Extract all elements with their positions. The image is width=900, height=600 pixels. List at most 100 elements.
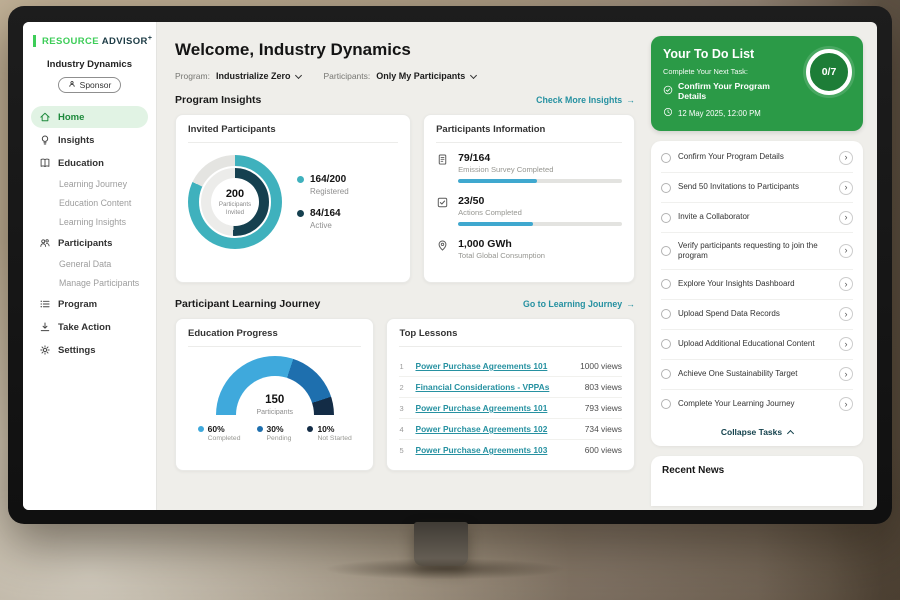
program-insights-title: Program Insights	[175, 94, 262, 106]
collapse-tasks-button[interactable]: Collapse Tasks	[661, 419, 853, 444]
monitor-stand-shadow	[320, 558, 570, 580]
task-item-upload-spend-data-records[interactable]: Upload Spend Data Records ›	[661, 300, 853, 330]
sidebar-item-learning-insights[interactable]: Learning Insights	[31, 213, 148, 231]
task-item-upload-additional-educational-content[interactable]: Upload Additional Educational Content ›	[661, 330, 853, 360]
go-to-learning-journey-link[interactable]: Go to Learning Journey →	[522, 299, 635, 309]
task-checkbox[interactable]	[661, 245, 671, 256]
task-item-send-50-invitations-to-participants[interactable]: Send 50 Invitations to Participants ›	[661, 173, 853, 203]
sidebar-item-insights[interactable]: Insights	[31, 129, 148, 151]
learning-journey-title: Participant Learning Journey	[175, 298, 321, 310]
sidebar-nav: Home Insights Education Learning Journey Edu…	[23, 106, 156, 361]
task-label: Confirm Your Program Details	[678, 152, 784, 162]
lesson-link[interactable]: Power Purchase Agreements 101	[415, 361, 548, 371]
sidebar-item-label: Education	[58, 157, 104, 169]
chevron-right-icon[interactable]: ›	[839, 277, 853, 292]
lesson-row: 1 Power Purchase Agreements 101 1000 views	[399, 356, 622, 377]
sidebar-item-label: Learning Journey	[59, 179, 127, 190]
info-value: 79/164	[458, 152, 491, 164]
sidebar-item-learning-journey[interactable]: Learning Journey	[31, 175, 148, 193]
sidebar-item-settings[interactable]: Settings	[31, 339, 148, 361]
task-item-verify-participants-requesting-to-join-the-program[interactable]: Verify participants requesting to join t…	[661, 233, 853, 270]
arrow-right-icon: →	[626, 299, 635, 309]
info-label: Total Global Consumption	[458, 251, 546, 260]
check-more-insights-link[interactable]: Check More Insights →	[536, 95, 635, 105]
task-label: Verify participants requesting to join t…	[678, 240, 818, 260]
sidebar-item-home[interactable]: Home	[31, 106, 148, 129]
progress-bar-fill	[458, 222, 534, 226]
task-label: Achieve One Sustainability Target	[678, 369, 798, 379]
settings-icon	[39, 344, 51, 356]
lesson-views: 793 views	[584, 403, 622, 413]
lesson-link[interactable]: Financial Considerations - VPPAs	[415, 382, 550, 392]
education-gauge-chart: 150 Participants	[215, 356, 334, 415]
sidebar-item-program[interactable]: Program	[31, 293, 148, 315]
card-title: Participants Information	[436, 124, 622, 143]
todo-progress-ring: 0/7	[806, 49, 852, 95]
info-row-total-global-consumption: 1,000 GWh Total Global Consumption	[436, 238, 622, 260]
legend-item: 84/164 Active	[297, 208, 349, 230]
chevron-right-icon[interactable]: ›	[839, 150, 853, 165]
chevron-right-icon[interactable]: ›	[839, 367, 853, 382]
task-checkbox[interactable]	[661, 279, 671, 290]
task-item-explore-your-insights-dashboard[interactable]: Explore Your Insights Dashboard ›	[661, 270, 853, 300]
task-item-complete-your-learning-journey[interactable]: Complete Your Learning Journey ›	[661, 390, 853, 419]
sidebar-item-take-action[interactable]: Take Action	[31, 316, 148, 338]
chevron-right-icon[interactable]: ›	[839, 210, 853, 225]
lesson-row: 3 Power Purchase Agreements 101 793 views	[399, 398, 622, 419]
chevron-right-icon[interactable]: ›	[839, 243, 853, 258]
lesson-number: 3	[399, 403, 404, 413]
page-title: Welcome, Industry Dynamics	[175, 40, 411, 59]
program-dropdown[interactable]: Industrialize Zero	[216, 71, 303, 81]
participants-dropdown[interactable]: Only My Participants	[376, 71, 478, 81]
lesson-link[interactable]: Power Purchase Agreements 103	[415, 445, 548, 455]
legend-item: 10% Not Started	[307, 424, 352, 442]
task-checkbox[interactable]	[661, 212, 671, 223]
lesson-views: 600 views	[584, 445, 622, 455]
task-checkbox[interactable]	[661, 309, 671, 320]
chevron-right-icon[interactable]: ›	[839, 180, 853, 195]
sidebar-item-label: Home	[58, 111, 85, 123]
education-progress-card: Education Progress 150 Participants 60%	[175, 318, 375, 471]
task-item-achieve-one-sustainability-target[interactable]: Achieve One Sustainability Target ›	[661, 360, 853, 390]
chevron-right-icon[interactable]: ›	[839, 337, 853, 352]
sidebar-item-general-data[interactable]: General Data	[31, 255, 148, 273]
monitor-frame: RESOURCE ADVISOR+ Industry Dynamics Spon…	[8, 6, 892, 524]
task-item-invite-a-collaborator[interactable]: Invite a Collaborator ›	[661, 203, 853, 233]
info-value: 1,000 GWh	[458, 238, 512, 250]
todo-next-task[interactable]: Confirm Your Program Details	[663, 81, 851, 101]
top-lessons-list: 1 Power Purchase Agreements 101 1000 views…	[399, 356, 622, 460]
chevron-right-icon[interactable]: ›	[839, 307, 853, 322]
filter-bar: Program: Industrialize Zero Participants…	[175, 71, 635, 81]
tasks-card: Confirm Your Program Details › Send 50 Inv…	[651, 141, 863, 446]
lesson-link[interactable]: Power Purchase Agreements 101	[415, 403, 548, 413]
lesson-views: 734 views	[584, 424, 622, 434]
invited-participants-card: Invited Participants 200 Participants In…	[175, 114, 412, 283]
sidebar-item-participants[interactable]: Participants	[31, 232, 148, 254]
lesson-row: 4 Power Purchase Agreements 102 734 views	[399, 419, 622, 440]
todo-subtitle: Complete Your Next Task:	[663, 67, 748, 76]
task-label: Upload Additional Educational Content	[678, 339, 815, 349]
chevron-right-icon[interactable]: ›	[839, 397, 853, 412]
main-content: Welcome, Industry Dynamics Program: Indu…	[157, 22, 649, 510]
task-checkbox[interactable]	[661, 182, 671, 193]
task-checkbox[interactable]	[661, 399, 671, 410]
program-insights-header: Program Insights Check More Insights →	[175, 94, 635, 106]
sidebar-item-manage-participants[interactable]: Manage Participants	[31, 274, 148, 292]
task-checkbox[interactable]	[661, 339, 671, 350]
sidebar-item-education[interactable]: Education	[31, 152, 148, 174]
todo-title: Your To Do List	[663, 47, 755, 61]
task-checkbox[interactable]	[661, 369, 671, 380]
legend-percent: 30%	[266, 424, 284, 434]
legend-label: Active	[310, 221, 332, 230]
task-item-confirm-your-program-details[interactable]: Confirm Your Program Details ›	[661, 143, 853, 173]
task-checkbox[interactable]	[661, 152, 671, 163]
sidebar-item-education-content[interactable]: Education Content	[31, 194, 148, 212]
task-label: Complete Your Learning Journey	[678, 399, 795, 409]
participants-icon	[39, 237, 51, 249]
consumption-icon	[436, 239, 449, 252]
legend-dot	[297, 176, 304, 183]
info-row-emission-survey-completed: 79/164 Emission Survey Completed	[436, 152, 622, 183]
right-panel: Your To Do List Complete Your Next Task:…	[649, 22, 877, 510]
lesson-link[interactable]: Power Purchase Agreements 102	[415, 424, 548, 434]
